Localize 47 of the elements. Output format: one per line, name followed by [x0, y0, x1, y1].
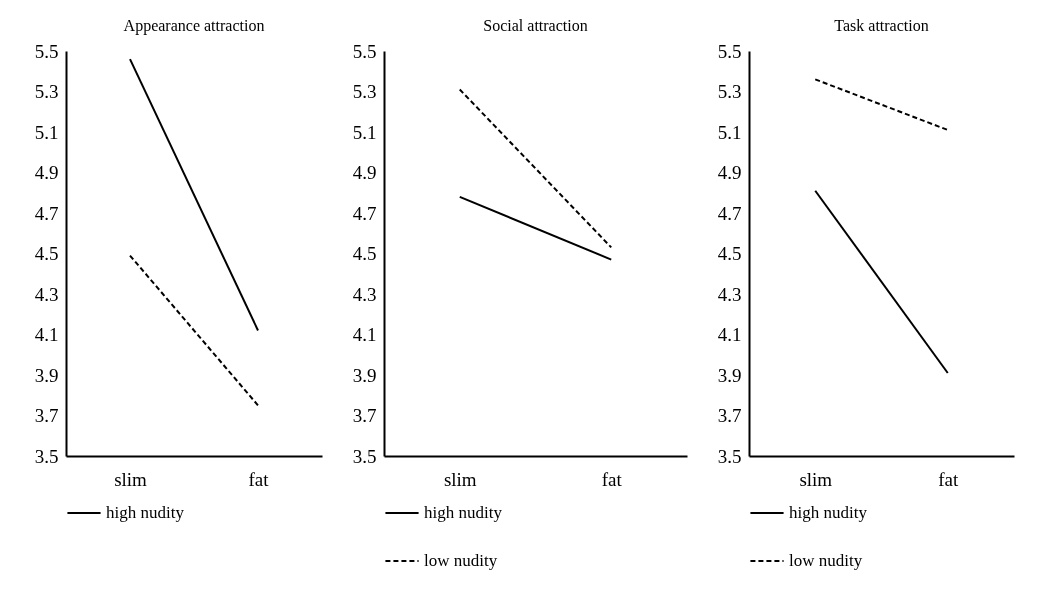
x-tick-label: fat	[248, 468, 270, 490]
y-tick-label: 4.1	[352, 324, 377, 345]
y-tick-label: 3.7	[34, 405, 59, 426]
y-tick-label: 3.7	[717, 405, 742, 426]
y-tick-label: 5.3	[717, 81, 742, 102]
y-tick-label: 5.3	[352, 81, 377, 102]
y-tick-label: 4.1	[717, 324, 742, 345]
legend-label: low nudity	[424, 551, 498, 570]
y-tick-label: 4.5	[34, 243, 59, 264]
y-tick-label: 4.3	[717, 283, 742, 305]
y-tick-label: 4.3	[352, 283, 377, 305]
chart-title: Social attraction	[483, 17, 588, 34]
y-tick-label: 5.1	[352, 121, 377, 143]
y-tick-label: 5.1	[34, 121, 59, 143]
y-tick-label: 4.7	[717, 202, 742, 224]
y-tick-label: 4.9	[717, 162, 742, 183]
x-tick-label: fat	[938, 468, 959, 490]
y-tick-label: 3.9	[352, 364, 377, 386]
y-tick-label: 5.5	[717, 40, 742, 62]
y-tick-label: 3.7	[352, 405, 377, 426]
x-tick-label: slim	[443, 468, 477, 490]
y-tick-label: 4.5	[717, 243, 742, 264]
x-tick-label: slim	[799, 468, 833, 490]
y-tick-label: 3.5	[34, 445, 59, 467]
legend-label: high nudity	[424, 503, 503, 522]
y-tick-label: 4.7	[352, 202, 377, 224]
y-tick-label: 5.3	[34, 81, 59, 102]
y-tick-label: 3.5	[717, 445, 742, 467]
y-tick-label: 4.5	[352, 243, 377, 264]
y-tick-label: 4.3	[34, 283, 59, 305]
chart-title: Appearance attraction	[123, 17, 265, 35]
legend-label: low nudity	[789, 551, 863, 570]
chart-title: Task attraction	[834, 17, 929, 34]
y-tick-label: 4.1	[34, 324, 59, 345]
y-tick-label: 5.5	[34, 40, 59, 62]
y-tick-label: 4.9	[34, 162, 59, 183]
y-tick-label: 5.1	[717, 121, 742, 143]
legend-label: high nudity	[106, 503, 185, 522]
y-tick-label: 5.5	[352, 40, 377, 62]
legend-label: high nudity	[789, 503, 868, 522]
y-tick-label: 4.9	[352, 162, 377, 183]
y-tick-label: 4.7	[34, 202, 59, 224]
x-tick-label: fat	[601, 468, 623, 490]
y-tick-label: 3.9	[34, 364, 59, 386]
y-tick-label: 3.9	[717, 364, 742, 386]
y-tick-label: 3.5	[352, 445, 377, 467]
x-tick-label: slim	[114, 468, 148, 490]
